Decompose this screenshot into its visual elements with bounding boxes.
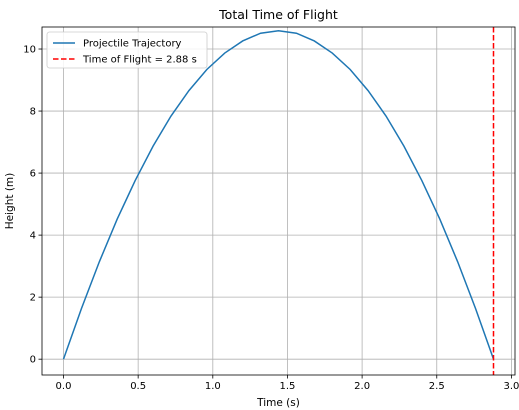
y-tick-label: 10 bbox=[23, 45, 36, 56]
x-tick-label: 1.5 bbox=[280, 381, 296, 392]
grid-lines bbox=[42, 27, 515, 375]
y-tick-label: 4 bbox=[30, 231, 36, 242]
y-tick-label: 0 bbox=[30, 355, 36, 366]
legend-label: Time of Flight = 2.88 s bbox=[82, 55, 197, 66]
x-tick-label: 1.0 bbox=[205, 381, 221, 392]
y-tick-label: 2 bbox=[30, 293, 36, 304]
trajectory-line bbox=[62, 29, 495, 360]
axes-frame bbox=[41, 26, 516, 376]
chart-title: Total Time of Flight bbox=[218, 7, 338, 22]
x-tick-label: 2.0 bbox=[354, 381, 370, 392]
plot-lines bbox=[62, 27, 495, 375]
legend-box bbox=[46, 31, 208, 69]
x-tick-label: 3.0 bbox=[503, 381, 519, 392]
y-tick-label: 6 bbox=[30, 169, 36, 180]
y-tick-label: 8 bbox=[30, 107, 36, 118]
y-axis-label: Height (m) bbox=[4, 173, 16, 229]
x-tick-label: 0.0 bbox=[56, 381, 72, 392]
legend-label: Projectile Trajectory bbox=[83, 39, 182, 50]
legend: Projectile Trajectory Time of Flight = 2.… bbox=[46, 31, 208, 69]
x-tick-label: 0.5 bbox=[130, 381, 146, 392]
ticks: 0.0 0.5 1.0 1.5 2.0 2.5 3.0 0 2 4 6 8 10 bbox=[23, 45, 519, 392]
x-tick-label: 2.5 bbox=[429, 381, 445, 392]
x-axis-label: Time (s) bbox=[256, 397, 300, 409]
